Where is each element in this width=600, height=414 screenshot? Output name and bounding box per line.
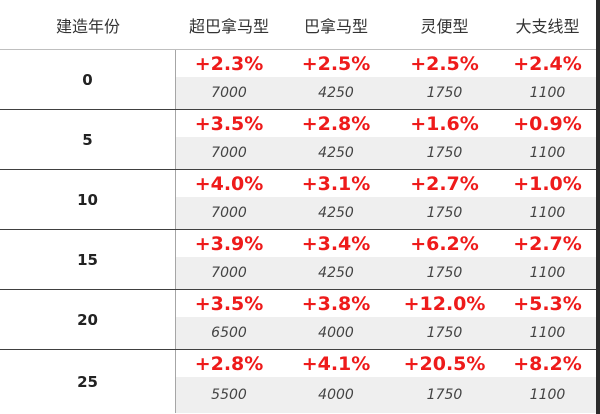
vessel-capacity: 6500 <box>176 317 282 349</box>
percent-change: +2.3% <box>176 50 282 77</box>
vessel-capacity: 4000 <box>282 317 390 349</box>
vessel-capacity: 1100 <box>499 257 596 289</box>
value-cell-post-panamax: +3.5% 7000 <box>176 110 282 169</box>
percent-change: +3.1% <box>282 170 390 197</box>
percent-change: +12.0% <box>390 290 499 317</box>
percent-change: +6.2% <box>390 230 499 257</box>
vessel-capacity: 4250 <box>282 137 390 169</box>
percent-change: +2.5% <box>390 50 499 77</box>
vessel-capacity: 1750 <box>390 197 499 229</box>
header-panamax: 巴拿马型 <box>303 16 368 36</box>
value-cell-panamax: +2.8% 4250 <box>282 110 390 169</box>
vessel-capacity: 1100 <box>499 377 596 413</box>
value-cell-post-panamax: +2.3% 7000 <box>176 50 282 109</box>
vessel-capacity: 1100 <box>499 197 596 229</box>
value-cell-post-panamax: +3.5% 6500 <box>176 290 282 349</box>
vessel-capacity: 1100 <box>499 77 596 109</box>
percent-change: +3.9% <box>176 230 282 257</box>
value-cell-post-panamax: +3.9% 7000 <box>176 230 282 289</box>
value-cell-feedermax: +8.2% 1100 <box>499 350 596 413</box>
header-feedermax: 大支线型 <box>515 16 580 36</box>
table-row: 5 +3.5% 7000 +2.8% 4250 +1.6% 1750 +0.9% 1100 <box>0 110 596 170</box>
value-cell-panamax: +3.4% 4250 <box>282 230 390 289</box>
percent-change: +2.7% <box>390 170 499 197</box>
value-cell-post-panamax: +2.8% 5500 <box>176 350 282 413</box>
value-cell-feedermax: +5.3% 1100 <box>499 290 596 349</box>
percent-change: +3.4% <box>282 230 390 257</box>
table-row: 20 +3.5% 6500 +3.8% 4000 +12.0% 1750 +5.3% 1100 <box>0 290 596 350</box>
table-body: 0 +2.3% 7000 +2.5% 4250 +2.5% 1750 +2.4% 1100 5 +3… <box>0 50 596 413</box>
percent-change: +2.7% <box>499 230 596 257</box>
percent-change: +3.8% <box>282 290 390 317</box>
value-cell-feedermax: +0.9% 1100 <box>499 110 596 169</box>
percent-change: +8.2% <box>499 350 596 377</box>
header-build-year: 建造年份 <box>55 16 120 36</box>
value-cell-post-panamax: +4.0% 7000 <box>176 170 282 229</box>
percent-change: +2.4% <box>499 50 596 77</box>
build-year-cell: 5 <box>0 110 176 169</box>
value-cell-panamax: +3.1% 4250 <box>282 170 390 229</box>
table-row: 15 +3.9% 7000 +3.4% 4250 +6.2% 1750 +2.7% 1100 <box>0 230 596 290</box>
vessel-capacity: 7000 <box>176 77 282 109</box>
table-row: 0 +2.3% 7000 +2.5% 4250 +2.5% 1750 +2.4% 1100 <box>0 50 596 110</box>
value-cell-handysize: +6.2% 1750 <box>390 230 499 289</box>
build-year-cell: 0 <box>0 50 176 109</box>
value-cell-handysize: +1.6% 1750 <box>390 110 499 169</box>
vessel-capacity: 5500 <box>176 377 282 413</box>
value-cell-handysize: +2.5% 1750 <box>390 50 499 109</box>
build-year-cell: 25 <box>0 350 176 413</box>
percent-change: +1.0% <box>499 170 596 197</box>
vessel-capacity: 1750 <box>390 137 499 169</box>
table-header: 建造年份 超巴拿马型 巴拿马型 灵便型 大支线型 <box>0 0 596 50</box>
value-cell-panamax: +4.1% 4000 <box>282 350 390 413</box>
percent-change: +4.1% <box>282 350 390 377</box>
vessel-capacity: 7000 <box>176 257 282 289</box>
build-year-cell: 15 <box>0 230 176 289</box>
percent-change: +2.8% <box>282 110 390 137</box>
percent-change: +2.8% <box>176 350 282 377</box>
value-cell-handysize: +12.0% 1750 <box>390 290 499 349</box>
percent-change: +4.0% <box>176 170 282 197</box>
percent-change: +3.5% <box>176 290 282 317</box>
build-year-cell: 20 <box>0 290 176 349</box>
value-cell-panamax: +2.5% 4250 <box>282 50 390 109</box>
percent-change: +2.5% <box>282 50 390 77</box>
header-handysize: 灵便型 <box>420 16 469 36</box>
vessel-capacity: 4250 <box>282 197 390 229</box>
value-cell-handysize: +20.5% 1750 <box>390 350 499 413</box>
vessel-capacity: 4000 <box>282 377 390 413</box>
vessel-capacity: 1100 <box>499 137 596 169</box>
value-cell-feedermax: +2.4% 1100 <box>499 50 596 109</box>
vessel-capacity: 1750 <box>390 257 499 289</box>
vessel-capacity: 1750 <box>390 317 499 349</box>
value-cell-feedermax: +1.0% 1100 <box>499 170 596 229</box>
percent-change: +3.5% <box>176 110 282 137</box>
build-year-cell: 10 <box>0 170 176 229</box>
vessel-capacity: 7000 <box>176 197 282 229</box>
percent-change: +5.3% <box>499 290 596 317</box>
table-row: 10 +4.0% 7000 +3.1% 4250 +2.7% 1750 +1.0% 1100 <box>0 170 596 230</box>
table-row: 25 +2.8% 5500 +4.1% 4000 +20.5% 1750 +8.2% 1100 <box>0 350 596 413</box>
vessel-capacity: 1750 <box>390 377 499 413</box>
percent-change: +20.5% <box>390 350 499 377</box>
vessel-capacity: 4250 <box>282 257 390 289</box>
vessel-capacity: 7000 <box>176 137 282 169</box>
vessel-capacity: 1750 <box>390 77 499 109</box>
value-cell-panamax: +3.8% 4000 <box>282 290 390 349</box>
vessel-capacity: 4250 <box>282 77 390 109</box>
vessel-capacity: 1100 <box>499 317 596 349</box>
value-cell-feedermax: +2.7% 1100 <box>499 230 596 289</box>
value-cell-handysize: +2.7% 1750 <box>390 170 499 229</box>
percent-change: +0.9% <box>499 110 596 137</box>
header-post-panamax: 超巴拿马型 <box>188 16 269 36</box>
percent-change: +1.6% <box>390 110 499 137</box>
